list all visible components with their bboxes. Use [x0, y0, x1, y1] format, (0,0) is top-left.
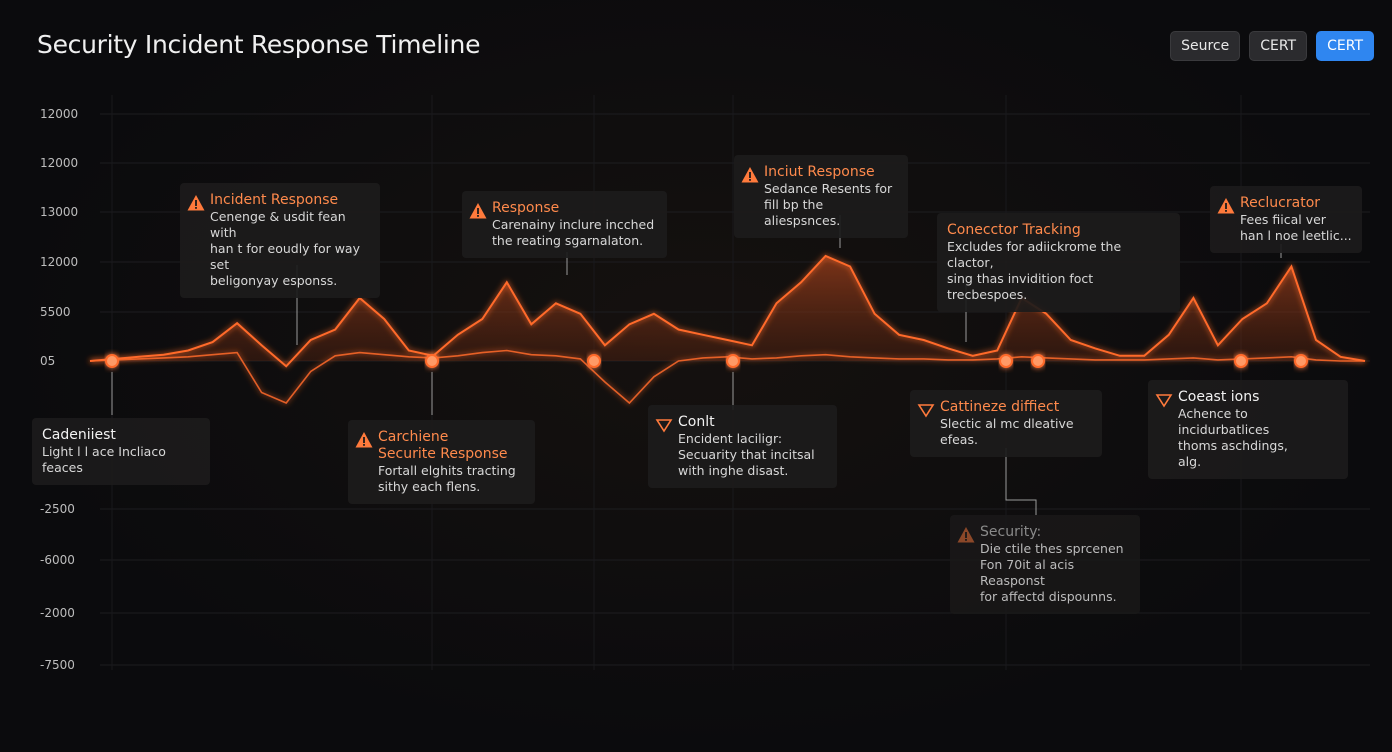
connector [1005, 448, 1037, 515]
page-title: Security Incident Response Timeline [37, 30, 481, 59]
axis-label: 12000 [40, 107, 79, 121]
event-dot [1031, 354, 1045, 368]
annotation: Response Carenainy inclure incched the rea… [462, 191, 667, 258]
warn-icon [469, 203, 487, 219]
warn-icon [187, 195, 205, 211]
annotation-text: sithy each flens. [378, 479, 481, 494]
annotation-title: Response [492, 200, 560, 216]
annotation-title: Carchiene [378, 429, 449, 445]
button[interactable]: CERT [1249, 31, 1308, 61]
annotation: Cadeniiest Light l l ace Incliaco feaces [32, 418, 210, 485]
annotation-text: the reating sgarnalaton. [492, 233, 644, 248]
annotation-title: Cadeniiest [42, 427, 116, 443]
annotation-text: Fees fiical ver [1240, 212, 1326, 227]
annotation-text: Sedance Resents for [764, 181, 893, 196]
annotation-text: beligonyay esponss. [210, 273, 338, 288]
annotation: Conecctor Tracking Excludes for adiickrom… [937, 213, 1180, 312]
annotation-text: thoms aschdings, [1178, 438, 1288, 453]
annotation-text: han t for eoudly for way set [210, 241, 360, 272]
event-dot [1294, 354, 1308, 368]
down-icon [917, 404, 935, 418]
event-dot [726, 354, 740, 368]
down-icon [1155, 394, 1173, 408]
annotation-title: Inciut Response [764, 164, 875, 180]
axis-label: -2000 [40, 606, 75, 620]
annotation: Reclucrator Fees fiical ver han l noe leet… [1210, 186, 1362, 253]
annotation: Conlt Encident laciligr: Secuarity that in… [648, 405, 837, 488]
axis-label: 05 [40, 354, 56, 368]
annotation-text: Secuarity that incitsal [678, 447, 815, 462]
annotation-text: Cenenge & usdit fean with [210, 209, 346, 240]
annotation-text: with inghe disast. [678, 463, 789, 478]
annotation-text: Light l l ace Incliaco feaces [42, 444, 166, 475]
event-dot [1234, 354, 1248, 368]
annotation-title: Conecctor Tracking [947, 222, 1081, 238]
event-dot [999, 354, 1013, 368]
annotation-text: Die ctile thes sprcenen [980, 541, 1124, 556]
annotation-text: sing thas invidition foct trecbespoes. [947, 271, 1094, 302]
annotation-text: efeas. [940, 432, 978, 447]
warn-icon [1217, 198, 1235, 214]
annotation-title: Reclucrator [1240, 195, 1321, 211]
event-dot [425, 354, 439, 368]
axis-label: -7500 [40, 658, 75, 672]
axis-label: 12000 [40, 156, 79, 170]
annotation: Inciut Response Sedance Resents for fill b… [734, 155, 908, 238]
annotation-text: Achence to incidurbatlices [1178, 406, 1270, 437]
warn-icon [957, 527, 975, 543]
event-dot [587, 354, 601, 368]
annotation-title: Securite Response [378, 446, 508, 462]
axis-label: -6000 [40, 553, 75, 567]
annotation: Cattineze diffiect Slectic al mc dleative… [910, 390, 1102, 457]
annotation-title: Coeast ions [1178, 389, 1260, 405]
annotation-title: Incident Response [210, 192, 339, 208]
annotation-text: Fortall elghits tracting [378, 463, 516, 478]
annotation-title: Security: [980, 524, 1042, 540]
annotation-title: Cattineze diffiect [940, 399, 1060, 415]
annotation-title: Conlt [678, 414, 715, 430]
annotation-text: Excludes for adiickrome the clactor, [947, 239, 1122, 270]
signal-line [89, 254, 1366, 368]
annotation-text: Carenainy inclure incched [492, 217, 655, 232]
annotation-text: Encident laciligr: [678, 431, 783, 446]
annotation-text: alg. [1178, 454, 1202, 469]
annotation-text: fill bp the aliespsnces. [764, 197, 841, 228]
annotation: Security: Die ctile thes sprcenen Fon 70it… [950, 515, 1140, 614]
button[interactable]: Seurce [1170, 31, 1241, 61]
annotation-text: for affectd dispounns. [980, 589, 1117, 604]
down-icon [655, 419, 673, 433]
toolbar: Seurce CERT CERT [1170, 31, 1374, 61]
annotation-text: Fon 70it al acis Reasponst [980, 557, 1075, 588]
axis-label: 5500 [40, 305, 71, 319]
axis-label: 12000 [40, 255, 79, 269]
annotation-text: Slectic al mc dleative [940, 416, 1074, 431]
area [90, 256, 1365, 367]
annotation-text: han l noe leetlic... [1240, 228, 1352, 243]
annotation: Carchiene Securite Response Fortall elghit… [348, 420, 535, 504]
warn-icon [355, 432, 373, 448]
button[interactable]: CERT [1316, 31, 1374, 61]
annotation: Coeast ions Achence to incidurbatlices tho… [1148, 380, 1348, 479]
annotation: Incident Response Cenenge & usdit fean wi… [180, 183, 380, 298]
axis-label: -2500 [40, 502, 75, 516]
axis-label: 13000 [40, 205, 79, 219]
warn-icon [741, 167, 759, 183]
event-dot [105, 354, 119, 368]
